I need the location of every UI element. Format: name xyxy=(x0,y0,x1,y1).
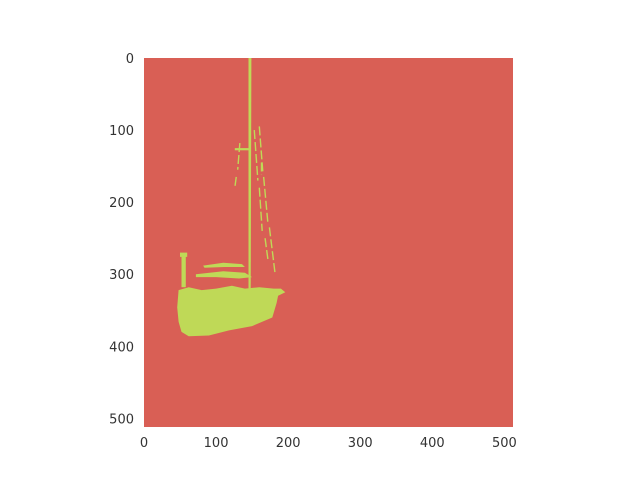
mask-stanchion-region xyxy=(181,254,186,288)
x-tick-label: 100 xyxy=(204,436,229,451)
mask-rigging-line xyxy=(258,187,263,232)
mask-rigging-line xyxy=(264,238,269,260)
mask-rigging-line xyxy=(234,176,237,188)
x-tick-label: 400 xyxy=(420,436,445,451)
mask-hull-region xyxy=(177,285,286,337)
mask-boom-region xyxy=(203,262,245,268)
mask-spreader-region xyxy=(234,148,249,151)
y-tick-label: 200 xyxy=(109,196,134,211)
mask-rigging-line xyxy=(258,126,264,174)
mask-background-region xyxy=(144,58,513,427)
mask-stanchion-top-region xyxy=(180,252,188,257)
x-tick-label: 300 xyxy=(348,436,373,451)
x-axis-ticks: 0 100 200 300 400 500 xyxy=(140,436,517,451)
y-tick-label: 100 xyxy=(109,124,134,139)
mask-mast-region xyxy=(248,58,252,296)
mask-rigging-line xyxy=(268,227,276,275)
mask-rigging-line xyxy=(236,142,241,170)
y-tick-label: 300 xyxy=(109,268,134,283)
plot-area xyxy=(144,58,513,427)
mask-rigging-line xyxy=(262,176,269,224)
y-axis-ticks: 0 100 200 300 400 500 xyxy=(109,52,134,427)
x-tick-label: 200 xyxy=(276,436,301,451)
x-tick-label: 0 xyxy=(140,436,148,451)
x-tick-label: 500 xyxy=(492,436,517,451)
y-tick-label: 400 xyxy=(109,340,134,355)
mask-rigging-line xyxy=(253,130,259,181)
y-tick-label: 0 xyxy=(126,52,134,67)
y-tick-label: 500 xyxy=(109,412,134,427)
mask-cabin-region xyxy=(195,271,253,279)
